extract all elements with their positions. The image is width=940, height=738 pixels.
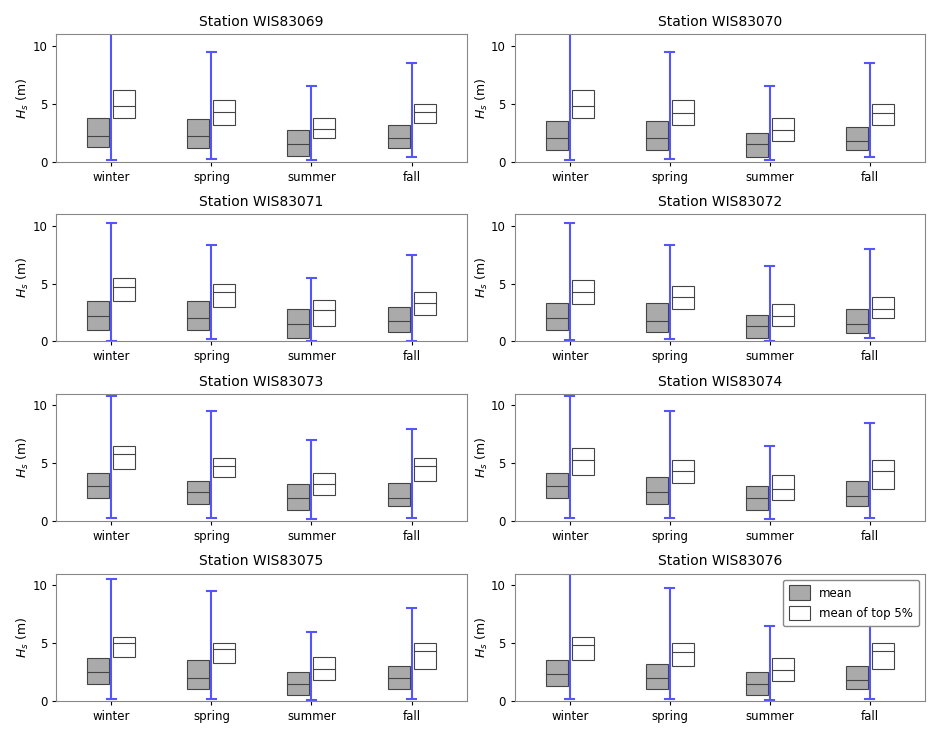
Bar [187, 119, 210, 148]
Title: Station WIS83070: Station WIS83070 [658, 15, 782, 29]
Bar [646, 664, 668, 689]
Bar [213, 100, 235, 125]
Bar [288, 484, 309, 510]
Bar [546, 303, 568, 330]
Title: Station WIS83073: Station WIS83073 [199, 375, 323, 388]
Bar [387, 483, 410, 506]
Bar [288, 131, 309, 156]
Bar [387, 307, 410, 332]
Y-axis label: $H_s$ (m): $H_s$ (m) [474, 437, 490, 478]
Bar [646, 121, 668, 150]
Bar [746, 672, 768, 695]
Y-axis label: $H_s$ (m): $H_s$ (m) [474, 77, 490, 119]
Bar [288, 309, 309, 338]
Bar [87, 117, 109, 147]
Bar [672, 100, 694, 125]
Bar [846, 309, 868, 334]
Bar [672, 643, 694, 666]
Bar [672, 286, 694, 309]
Bar [414, 104, 435, 123]
Title: Station WIS83069: Station WIS83069 [199, 15, 323, 29]
Bar [872, 460, 894, 489]
Bar [872, 104, 894, 125]
Bar [772, 304, 794, 326]
Bar [746, 315, 768, 338]
Bar [672, 460, 694, 483]
Bar [846, 127, 868, 150]
Title: Station WIS83072: Station WIS83072 [658, 195, 782, 209]
Bar [572, 448, 594, 475]
Bar [387, 666, 410, 689]
Bar [546, 121, 568, 150]
Bar [572, 280, 594, 304]
Bar [313, 300, 336, 326]
Bar [546, 472, 568, 498]
Legend: mean, mean of top 5%: mean, mean of top 5% [783, 579, 919, 626]
Bar [872, 643, 894, 669]
Bar [87, 472, 109, 498]
Bar [414, 292, 435, 315]
Bar [313, 657, 336, 680]
Y-axis label: $H_s$ (m): $H_s$ (m) [474, 617, 490, 658]
Bar [746, 133, 768, 157]
Title: Station WIS83075: Station WIS83075 [199, 554, 323, 568]
Bar [414, 458, 435, 480]
Y-axis label: $H_s$ (m): $H_s$ (m) [474, 257, 490, 298]
Bar [213, 458, 235, 477]
Bar [572, 638, 594, 661]
Bar [213, 643, 235, 663]
Bar [213, 283, 235, 307]
Bar [646, 477, 668, 504]
Bar [546, 661, 568, 686]
Bar [187, 301, 210, 330]
Bar [772, 117, 794, 141]
Y-axis label: $H_s$ (m): $H_s$ (m) [15, 617, 31, 658]
Bar [313, 117, 336, 139]
Bar [87, 658, 109, 683]
Title: Station WIS83074: Station WIS83074 [658, 375, 782, 388]
Bar [846, 480, 868, 506]
Bar [288, 672, 309, 695]
Y-axis label: $H_s$ (m): $H_s$ (m) [15, 257, 31, 298]
Bar [87, 301, 109, 330]
Y-axis label: $H_s$ (m): $H_s$ (m) [15, 77, 31, 119]
Bar [872, 297, 894, 318]
Bar [114, 446, 135, 469]
Y-axis label: $H_s$ (m): $H_s$ (m) [15, 437, 31, 478]
Bar [114, 638, 135, 657]
Bar [772, 658, 794, 681]
Bar [746, 486, 768, 510]
Bar [313, 472, 336, 494]
Bar [114, 277, 135, 301]
Title: Station WIS83076: Station WIS83076 [658, 554, 782, 568]
Bar [414, 643, 435, 669]
Bar [772, 475, 794, 500]
Title: Station WIS83071: Station WIS83071 [199, 195, 323, 209]
Bar [846, 666, 868, 689]
Bar [387, 125, 410, 148]
Bar [646, 303, 668, 332]
Bar [572, 90, 594, 117]
Bar [187, 661, 210, 689]
Bar [187, 480, 210, 504]
Bar [114, 90, 135, 117]
